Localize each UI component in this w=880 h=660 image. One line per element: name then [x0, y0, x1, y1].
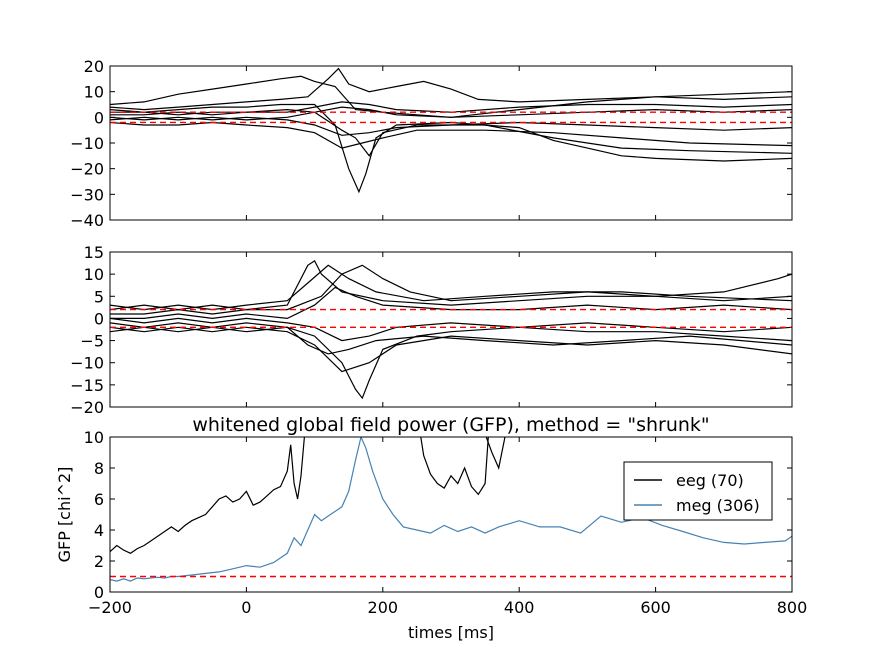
y-tick-label: −20 [70, 160, 104, 179]
series-group [110, 437, 792, 582]
series-line-7 [110, 264, 792, 311]
y-tick-label: 0 [94, 108, 104, 127]
x-tick-label: 800 [777, 598, 808, 617]
y-tick-label: 4 [94, 521, 104, 540]
y-axis-label: GFP [chi^2] [55, 467, 74, 563]
x-tick-label: −200 [88, 598, 132, 617]
x-tick-label: 600 [640, 598, 671, 617]
series-line-1 [110, 75, 792, 118]
y-tick-label: 5 [94, 287, 104, 306]
series-line-8 [110, 326, 792, 355]
series-line-3 [110, 103, 792, 194]
series-line-3 [110, 264, 792, 315]
y-tick-label: 0 [94, 309, 104, 328]
y-tick-label: 10 [84, 265, 104, 284]
y-tick-label: −10 [70, 354, 104, 373]
x-tick-label: 200 [368, 598, 399, 617]
axes-frame [109, 436, 793, 593]
chart-panels: 20100−10−20−30−40151050−5−10−15−20108642… [55, 57, 807, 642]
y-tick-label: 10 [84, 83, 104, 102]
series-line-5 [110, 121, 792, 149]
legend-label: meg (306) [676, 496, 760, 515]
series-line-6 [110, 101, 792, 116]
y-tick-label: −30 [70, 185, 104, 204]
panel-1: 20 10 0 −10 −20 −30 −40 [70, 57, 793, 230]
series-line-2 [110, 322, 792, 400]
legend-label: eeg (70) [676, 471, 744, 490]
y-tick-label: 2 [94, 552, 104, 571]
series-line-4 [110, 108, 792, 157]
series-line-2 [110, 67, 792, 111]
series-line-2 [420, 437, 489, 496]
y-tick-label: 0 [94, 583, 104, 602]
series-line-6 [110, 317, 792, 342]
series-line-1 [110, 260, 792, 311]
series-group [110, 67, 792, 194]
series-group [110, 260, 792, 400]
series-line-8 [110, 106, 792, 121]
legend: eeg (70) meg (306) [623, 461, 773, 521]
chart-title: whitened global field power (GFP), metho… [192, 414, 709, 436]
y-tick-label: −40 [70, 211, 104, 230]
y-tick-label: 6 [94, 490, 104, 509]
series-line-5 [110, 286, 792, 320]
x-tick-label: 0 [241, 598, 251, 617]
y-tick-label: −5 [80, 332, 104, 351]
y-tick-label: −10 [70, 134, 104, 153]
axes-frame [109, 251, 793, 408]
y-tick-label: −15 [70, 376, 104, 395]
y-tick-label: 10 [84, 428, 104, 447]
x-axis-label: times [ms] [408, 623, 494, 642]
y-tick-label: −20 [70, 398, 104, 417]
series-line-7 [110, 116, 792, 136]
legend-box [623, 461, 773, 521]
y-tick-label: 8 [94, 459, 104, 478]
y-tick-label: 15 [84, 243, 104, 262]
series-line-1 [110, 437, 506, 554]
y-tick-label: 20 [84, 57, 104, 76]
panel-2: 15 10 5 0 −5 −10 −15 −20 [70, 243, 793, 417]
x-tick-label: 400 [504, 598, 535, 617]
